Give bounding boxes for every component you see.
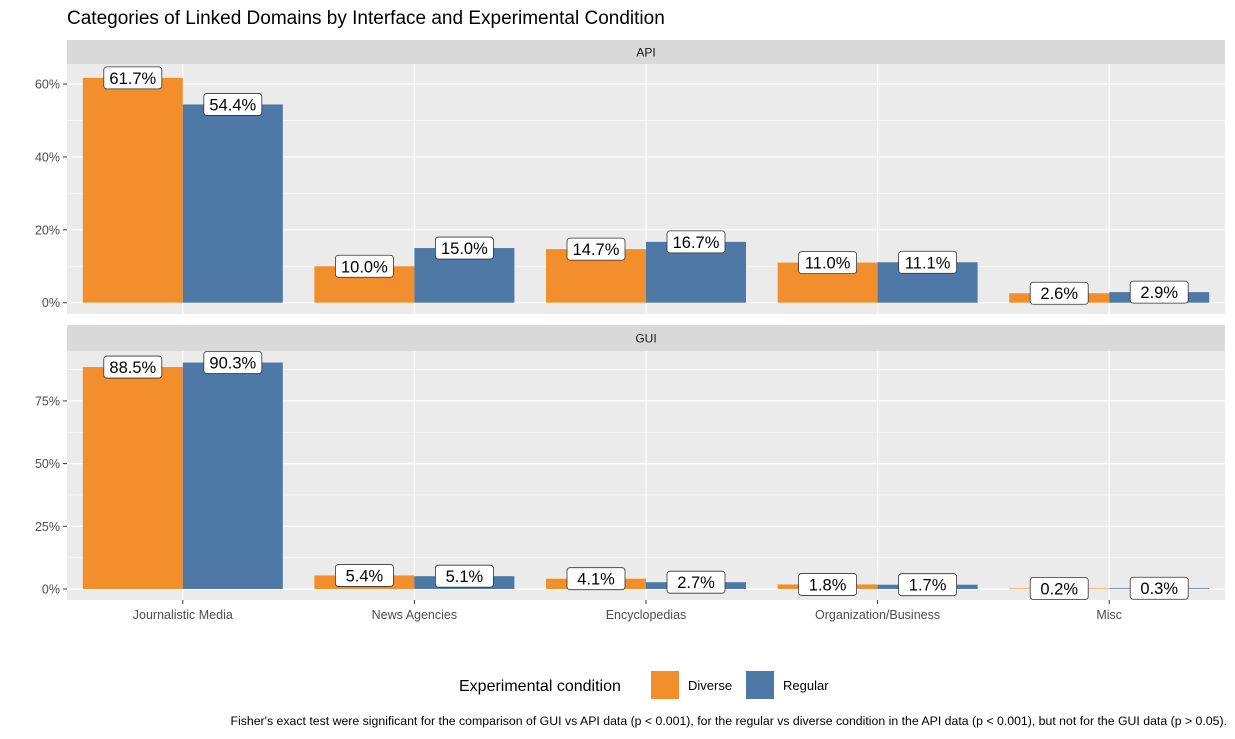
legend-label-regular: Regular: [783, 678, 829, 693]
facet-strip: [67, 40, 1225, 64]
chart-title: Categories of Linked Domains by Interfac…: [67, 8, 665, 29]
data-label: 10.0%: [334, 254, 394, 278]
x-tick-label: Journalistic Media: [133, 608, 233, 622]
legend-label-diverse: Diverse: [688, 678, 732, 693]
svg-text:0.2%: 0.2%: [1040, 580, 1078, 598]
y-tick-label: 20%: [35, 223, 60, 237]
data-label: 2.7%: [666, 570, 726, 594]
data-label: 11.0%: [798, 251, 857, 275]
svg-text:0.3%: 0.3%: [1140, 580, 1178, 598]
svg-text:61.7%: 61.7%: [109, 70, 156, 88]
data-label: 14.7%: [566, 237, 626, 261]
data-label: 2.9%: [1129, 280, 1189, 304]
caption: Fisher's exact test were significant for…: [230, 714, 1227, 728]
data-label: 1.7%: [898, 573, 957, 597]
svg-text:1.7%: 1.7%: [909, 577, 947, 595]
svg-text:15.0%: 15.0%: [441, 240, 488, 258]
y-tick-label: 0%: [42, 296, 60, 310]
svg-text:5.1%: 5.1%: [446, 568, 484, 586]
y-tick-label: 25%: [35, 520, 60, 534]
x-tick-label: Misc: [1096, 608, 1122, 622]
svg-text:10.0%: 10.0%: [341, 258, 388, 276]
legend: Experimental condition Diverse Regular: [459, 671, 829, 699]
facet-gui: GUI 0% 25% 50% 75% 88.5% 5.4% 4.1% 1.8% 0.2% 90.3%…: [35, 325, 1225, 622]
svg-text:16.7%: 16.7%: [673, 234, 720, 252]
svg-text:14.7%: 14.7%: [573, 241, 620, 259]
svg-text:11.0%: 11.0%: [805, 255, 851, 273]
svg-text:4.1%: 4.1%: [577, 571, 615, 589]
data-label: 54.4%: [203, 93, 263, 116]
data-label: 0.3%: [1129, 576, 1189, 600]
data-label: 15.0%: [434, 236, 494, 260]
data-label: 2.6%: [1029, 281, 1089, 305]
svg-text:2.9%: 2.9%: [1140, 284, 1178, 302]
facet-label: API: [636, 46, 655, 60]
data-label: 61.7%: [103, 66, 163, 90]
data-label: 90.3%: [203, 351, 263, 374]
facet-label: GUI: [635, 332, 656, 346]
svg-text:54.4%: 54.4%: [209, 96, 256, 114]
data-label: 1.8%: [798, 573, 857, 596]
data-label: 11.1%: [898, 250, 957, 274]
y-tick-label: 0%: [42, 582, 60, 596]
data-label: 16.7%: [666, 230, 726, 254]
svg-text:2.7%: 2.7%: [677, 574, 715, 592]
data-label: 88.5%: [103, 355, 163, 379]
legend-swatch-regular: [746, 671, 774, 699]
bar-regular: [182, 362, 283, 589]
facet-strip: [67, 325, 1225, 351]
bar-regular: [182, 104, 283, 303]
y-tick-label: 50%: [35, 457, 60, 471]
svg-text:11.1%: 11.1%: [905, 254, 951, 272]
svg-text:2.6%: 2.6%: [1040, 285, 1078, 303]
x-tick-label: Organization/Business: [815, 608, 940, 622]
data-label: 4.1%: [566, 567, 626, 591]
legend-swatch-diverse: [651, 671, 679, 699]
data-label: 5.1%: [434, 564, 494, 588]
data-label: 0.2%: [1029, 577, 1089, 600]
svg-text:5.4%: 5.4%: [346, 567, 384, 585]
bar-diverse: [82, 77, 183, 303]
bar-diverse: [82, 367, 183, 589]
facet-api: API 0% 20% 40% 60% 61.7% 10.0% 14.7% 11.0% 2.6% 54…: [35, 40, 1225, 314]
y-tick-label: 60%: [35, 78, 60, 92]
svg-text:1.8%: 1.8%: [809, 576, 847, 594]
svg-text:90.3%: 90.3%: [209, 355, 256, 373]
y-tick-label: 40%: [35, 150, 60, 164]
legend-title: Experimental condition: [459, 678, 621, 695]
x-tick-label: Encyclopedias: [606, 608, 687, 622]
svg-text:88.5%: 88.5%: [109, 359, 156, 377]
y-tick-label: 75%: [35, 394, 60, 408]
x-tick-label: News Agencies: [372, 608, 457, 622]
data-label: 5.4%: [334, 564, 394, 587]
